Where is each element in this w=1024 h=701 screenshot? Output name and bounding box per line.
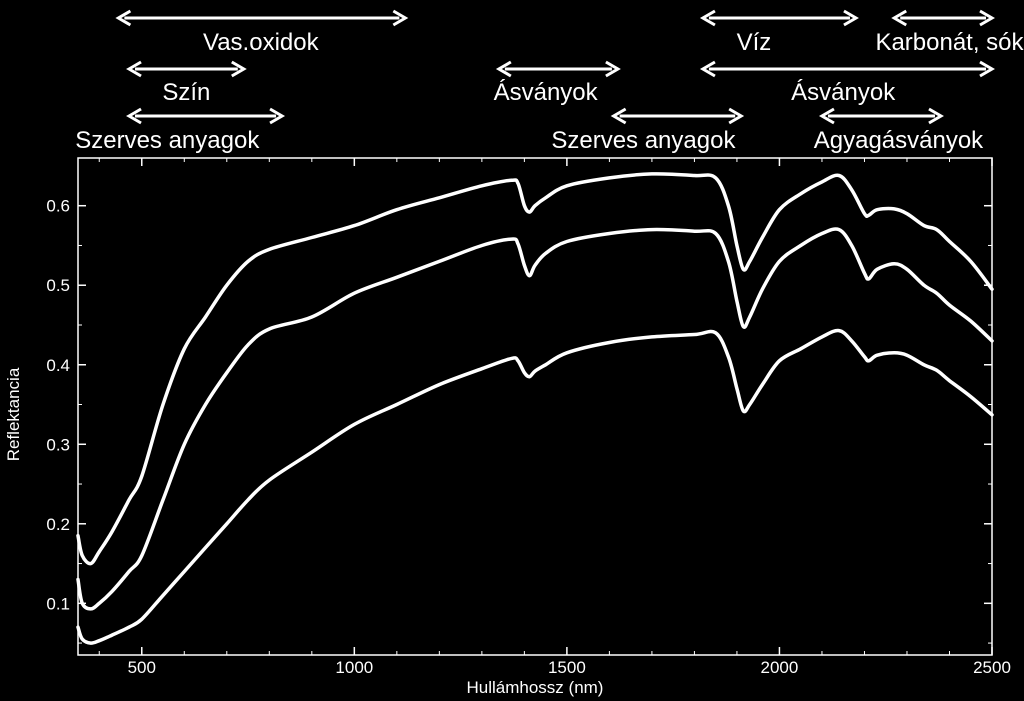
annotation-arrowhead-left (610, 107, 627, 125)
annotation-label: Karbonát, sók (875, 29, 1024, 56)
annotation-arrowhead-right (231, 60, 247, 78)
annotation-label: Vas.oxidok (203, 29, 320, 56)
annotation-arrowhead-right (928, 107, 944, 125)
annotation-arrowhead-right (843, 9, 859, 27)
annotation-label: Ásványok (791, 79, 896, 106)
annotation-arrowhead-right (269, 107, 286, 125)
annotation-arrowhead-left (699, 9, 716, 27)
annotation-label: Víz (737, 29, 772, 56)
band-annotations: Vas.oxidok Szín Szerves anyagok Ásványok Sze… (75, 9, 1024, 154)
y-tick-label: 0.2 (46, 515, 70, 534)
annotation-7: Ásványok (699, 60, 995, 106)
y-tick-label: 0.1 (46, 594, 70, 613)
annotation-4: Ásványok (494, 60, 621, 106)
x-tick-label: 2500 (973, 658, 1011, 677)
annotation-arrowhead-right (728, 107, 745, 125)
series-group (76, 172, 994, 645)
annotation-label: Agyagásványok (814, 127, 984, 154)
annotation-8: Agyagásványok (814, 107, 984, 154)
x-tick-label: 500 (128, 658, 156, 677)
annotation-arrowhead-left (126, 60, 142, 78)
annotation-3: Szerves anyagok (75, 107, 286, 154)
annotation-arrowhead-left (126, 107, 142, 125)
y-tick-label: 0.5 (46, 276, 70, 295)
annotation-label: Ásványok (494, 79, 599, 106)
annotation-arrowhead-right (979, 9, 995, 27)
x-axis-ticks: 500 1000 1500 2000 2500 (98, 158, 1011, 677)
annotation-label: Szerves anyagok (551, 127, 736, 154)
annotation-arrowhead-left (115, 9, 132, 27)
y-tick-label: 0.6 (46, 197, 70, 216)
y-tick-label: 0.3 (46, 435, 70, 454)
annotation-arrowhead-right (392, 9, 409, 27)
y-axis-ticks: 0.1 0.2 0.3 0.4 0.5 0.6 (46, 197, 992, 644)
series-line-3 (76, 328, 994, 645)
annotation-2: Szín (126, 60, 247, 106)
annotation-arrowhead-left (891, 9, 907, 27)
annotation-9: Karbonát, sók (875, 9, 1024, 56)
x-tick-label: 1000 (335, 658, 373, 677)
y-axis-label: Reflektancia (4, 367, 23, 461)
series-line-2 (76, 227, 994, 611)
annotation-arrowhead-left (699, 60, 716, 78)
annotation-1: Vas.oxidok (115, 9, 409, 56)
plot-frame (77, 157, 993, 656)
x-axis-label: Hullámhossz (nm) (467, 678, 604, 697)
y-tick-label: 0.4 (46, 356, 70, 375)
annotation-6: Víz (699, 9, 859, 56)
annotation-label: Szerves anyagok (75, 127, 260, 154)
annotation-5: Szerves anyagok (551, 107, 745, 154)
annotation-arrowhead-left (818, 107, 835, 125)
annotation-arrowhead-right (605, 60, 621, 78)
annotation-arrowhead-left (495, 60, 512, 78)
x-tick-label: 2000 (761, 658, 799, 677)
series-line-1 (76, 172, 994, 566)
x-tick-label: 1500 (548, 658, 586, 677)
annotation-arrowhead-right (979, 60, 995, 78)
annotation-label: Szín (162, 79, 210, 106)
